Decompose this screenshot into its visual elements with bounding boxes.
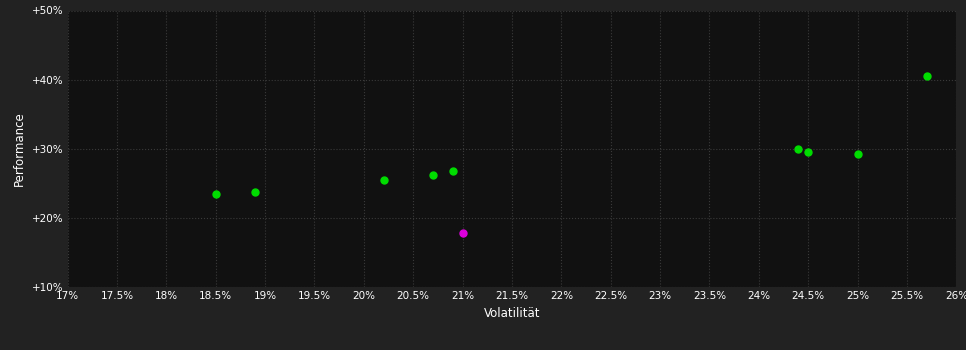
Point xyxy=(425,172,440,178)
X-axis label: Volatilität: Volatilität xyxy=(484,307,540,320)
Y-axis label: Performance: Performance xyxy=(14,111,26,186)
Point xyxy=(801,149,816,154)
Point xyxy=(850,152,866,157)
Point xyxy=(376,177,391,183)
Point xyxy=(247,189,263,195)
Point xyxy=(208,191,223,196)
Point xyxy=(455,230,470,236)
Point xyxy=(445,168,461,174)
Point xyxy=(790,146,806,152)
Point xyxy=(919,74,934,79)
